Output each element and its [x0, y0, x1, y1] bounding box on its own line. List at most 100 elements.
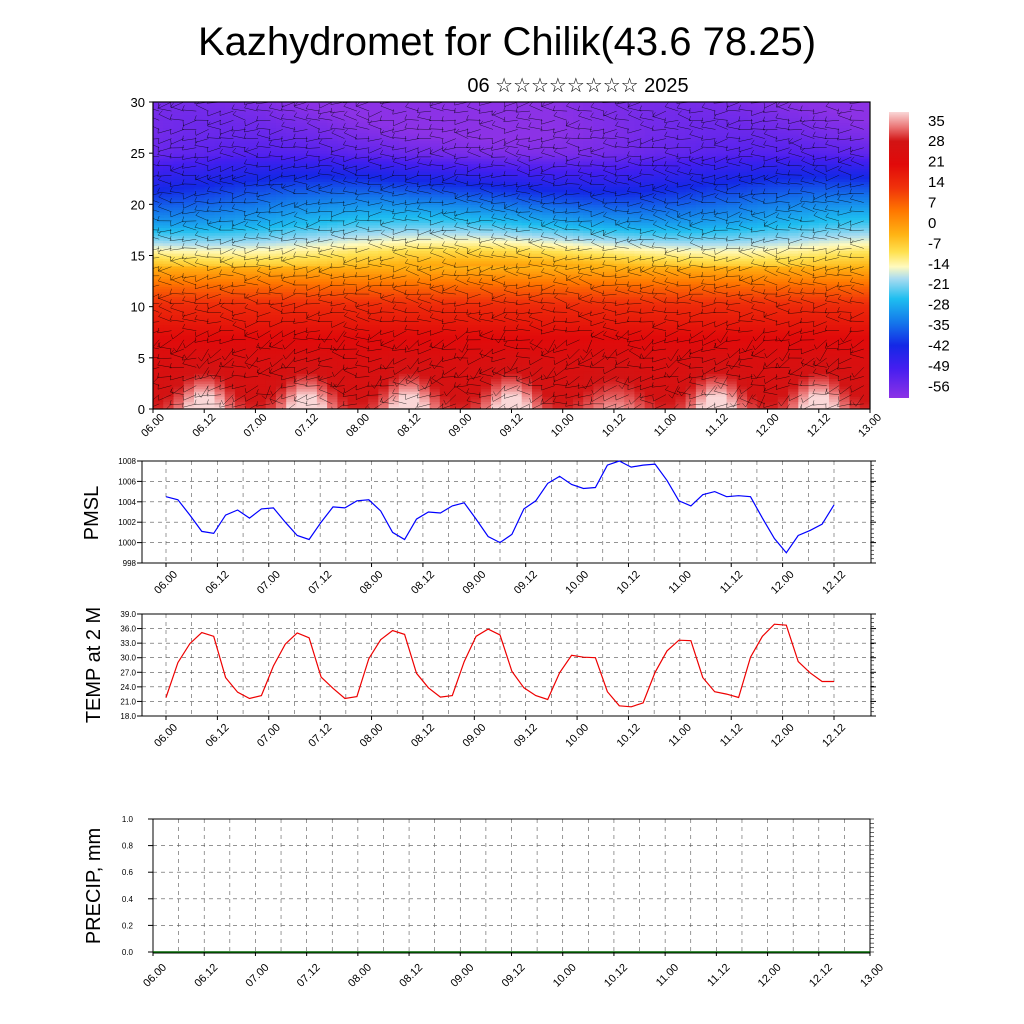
heatmap-cell	[808, 240, 820, 244]
heatmap-cell	[665, 229, 676, 234]
heatmap-cell	[511, 373, 523, 377]
heatmap-cell	[337, 373, 349, 377]
heatmap-cell	[552, 247, 564, 251]
heatmap-cell	[644, 380, 656, 385]
heatmap-cell	[757, 375, 769, 379]
heatmap-cell	[183, 352, 195, 356]
heatmap-cell	[378, 250, 390, 254]
heatmap-cell	[450, 242, 461, 246]
heatmap-cell	[460, 306, 472, 310]
heatmap-cell	[798, 304, 810, 308]
heatmap-cell	[388, 265, 400, 269]
heatmap-cell	[521, 339, 533, 344]
heatmap-cell	[675, 258, 687, 262]
heatmap-cell	[357, 224, 369, 228]
heatmap-cell	[573, 406, 584, 409]
heatmap-cell	[163, 250, 174, 254]
heatmap-cell	[613, 327, 625, 331]
heatmap-cell	[839, 337, 851, 341]
heatmap-cell	[706, 401, 717, 405]
heatmap-cell	[859, 388, 870, 392]
heatmap-cell	[583, 345, 594, 349]
heatmap-cell	[183, 260, 195, 264]
heatmap-cell	[521, 322, 533, 326]
heatmap-cell	[163, 334, 174, 338]
heatmap-cell	[757, 332, 769, 336]
heatmap-cell	[337, 319, 349, 323]
heatmap-cell	[439, 235, 451, 239]
heatmap-cell	[327, 224, 338, 228]
heatmap-cell	[286, 322, 297, 326]
heatmap-cell	[654, 403, 666, 408]
heatmap-cell	[521, 258, 533, 262]
heatmap-cell	[214, 250, 226, 254]
heatmap-cell	[849, 406, 861, 409]
heatmap-cell	[327, 240, 338, 244]
heatmap-cell	[634, 260, 646, 264]
heatmap-cell	[829, 286, 840, 290]
heatmap-cell	[613, 329, 625, 333]
heatmap-cell	[275, 232, 287, 236]
heatmap-cell	[532, 245, 543, 249]
heatmap-cell	[808, 334, 820, 338]
heatmap-cell	[654, 281, 666, 285]
heatmap-cell	[818, 393, 830, 397]
heatmap-cell	[409, 339, 420, 344]
heatmap-cell	[460, 324, 472, 328]
heatmap-cell	[726, 268, 738, 272]
heatmap-cell	[859, 250, 870, 254]
heatmap-cell	[839, 250, 851, 254]
heatmap-cell	[532, 265, 543, 269]
heatmap-cell	[419, 229, 431, 234]
heatmap-cell	[573, 250, 584, 254]
heatmap-cell	[654, 252, 666, 257]
heatmap-cell	[583, 319, 594, 323]
heatmap-cell	[849, 306, 861, 310]
heatmap-cell	[829, 309, 840, 313]
heatmap-cell	[337, 401, 349, 405]
heatmap-cell	[183, 370, 195, 374]
heatmap-cell	[501, 342, 513, 346]
heatmap-cell	[767, 339, 779, 344]
heatmap-cell	[644, 273, 656, 277]
heatmap-cell	[388, 242, 400, 246]
heatmap-cell	[767, 337, 779, 341]
heatmap-cell	[163, 368, 174, 372]
heatmap-cell	[542, 406, 553, 409]
heatmap-cell	[818, 242, 830, 246]
heatmap-cell	[552, 380, 564, 385]
heatmap-cell	[286, 393, 297, 397]
heatmap-cell	[644, 268, 656, 272]
heatmap-cell	[634, 268, 646, 272]
heatmap-cell	[419, 337, 431, 341]
heatmap-cell	[624, 235, 635, 239]
heatmap-cell	[316, 260, 328, 264]
heatmap-cell	[480, 278, 492, 282]
heatmap-cell	[439, 391, 451, 395]
heatmap-cell	[153, 311, 164, 315]
heatmap-cell	[829, 288, 840, 292]
heatmap-cell	[685, 252, 697, 257]
heatmap-cell	[163, 276, 174, 280]
heatmap-cell	[255, 396, 267, 400]
heatmap-cell	[286, 227, 297, 231]
heatmap-cell	[429, 278, 441, 282]
heatmap-cell	[265, 319, 277, 323]
heatmap-cell	[347, 386, 359, 390]
heatmap-cell	[849, 265, 861, 269]
heatmap-cell	[286, 270, 297, 275]
heatmap-cell	[480, 391, 492, 395]
heatmap-cell	[491, 235, 502, 239]
heatmap-cell	[716, 334, 728, 338]
heatmap-cell	[757, 337, 769, 341]
heatmap-cell	[214, 255, 226, 259]
heatmap-cell	[777, 311, 789, 315]
heatmap-cell	[624, 355, 635, 359]
heatmap-cell	[511, 240, 523, 244]
heatmap-cell	[347, 260, 359, 264]
heatmap-cell	[849, 286, 861, 290]
heatmap-cell	[224, 386, 236, 390]
heatmap-cell	[337, 383, 349, 387]
heatmap-cell	[665, 375, 676, 379]
heatmap-cell	[644, 255, 656, 259]
